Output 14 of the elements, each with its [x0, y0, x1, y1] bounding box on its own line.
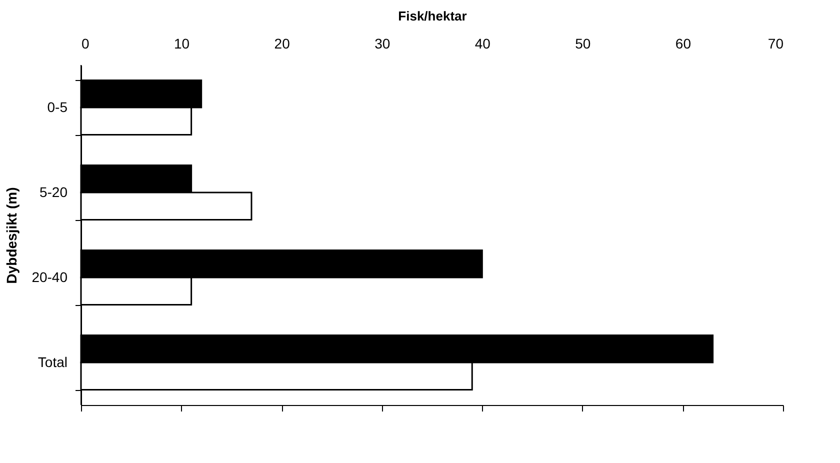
y-tick-label: 5-20 [39, 184, 68, 200]
y-tick-label: Total [38, 354, 68, 370]
y-tick-label: 20-40 [32, 269, 68, 285]
y-tick-label: 0-5 [47, 99, 68, 115]
x-tick-label: 50 [575, 36, 591, 52]
y-axis-title: Dybdesjikt (m) [4, 187, 20, 284]
x-tick-label: 60 [675, 36, 692, 52]
x-axis-title: Fisk/hektar [398, 8, 467, 24]
x-tick-label: 40 [474, 36, 491, 52]
x-tick-label: 30 [374, 36, 390, 52]
x-tick-label: 20 [274, 36, 290, 52]
x-tick-label: 10 [174, 36, 190, 52]
x-tick-label: 0 [82, 36, 90, 52]
x-tick-label: 70 [768, 36, 784, 52]
